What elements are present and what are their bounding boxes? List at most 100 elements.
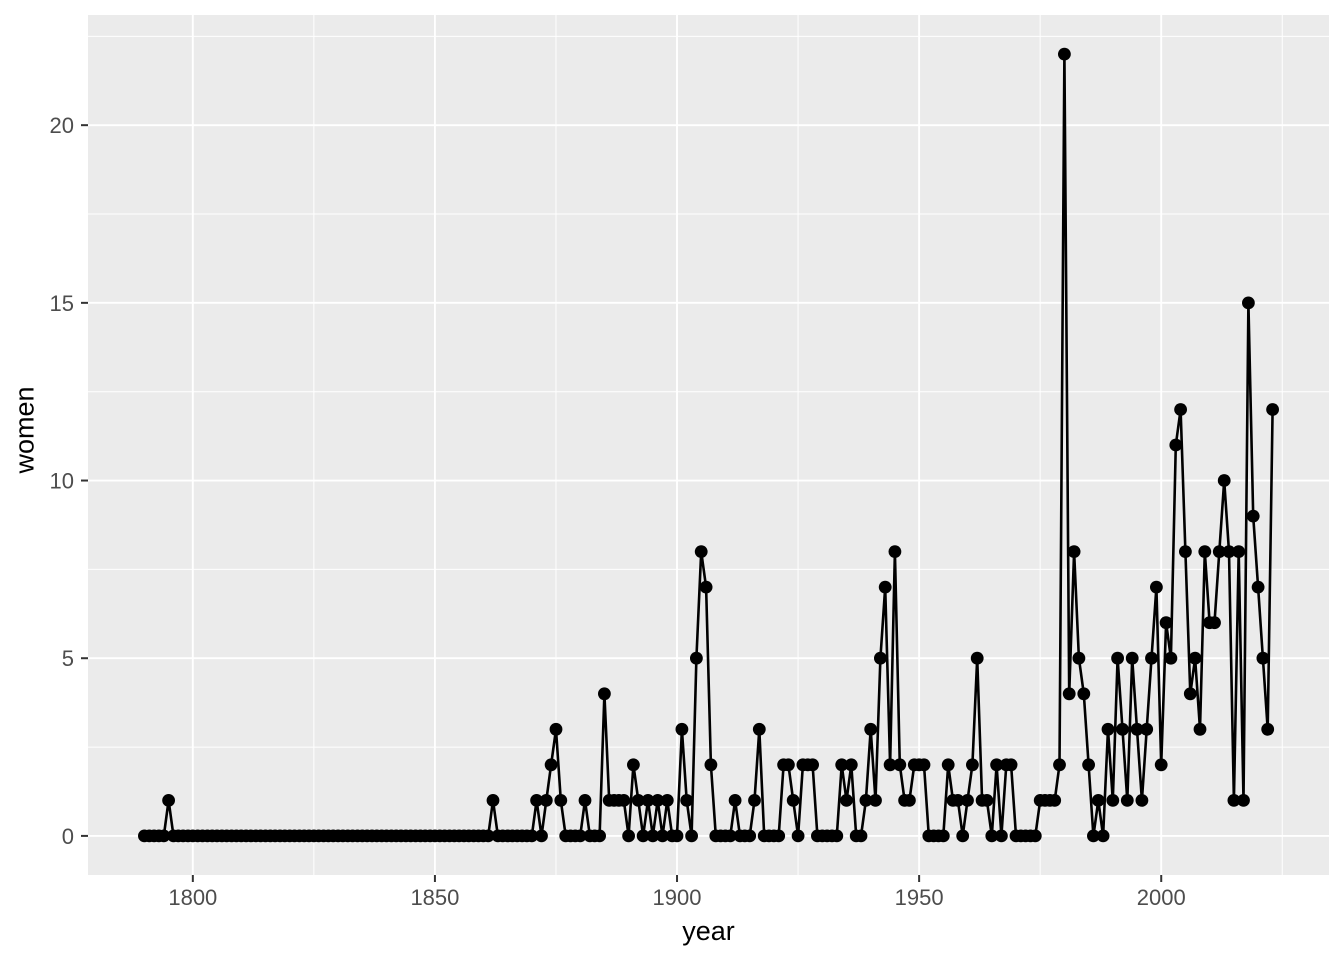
data-point [1183, 687, 1197, 701]
data-point [985, 829, 999, 843]
data-point [539, 794, 553, 807]
data-point [1251, 580, 1265, 594]
minor-gridlines [88, 15, 1329, 875]
data-point [830, 829, 844, 843]
data-point [835, 758, 849, 772]
data-point [622, 829, 635, 843]
data-point [772, 829, 786, 843]
x-tick-labels: 1800 1850 1900 1950 2000 [168, 885, 1185, 910]
data-point [525, 829, 539, 843]
data-point [1237, 794, 1250, 807]
data-point [1164, 651, 1178, 665]
data-point [704, 758, 718, 772]
data-point [980, 794, 994, 807]
data-point [951, 794, 965, 807]
data-point [1242, 296, 1255, 310]
data-point [646, 829, 660, 843]
y-tick-label: 0 [62, 824, 74, 849]
data-point [1028, 829, 1042, 843]
data-point [631, 794, 645, 807]
y-tick-label: 15 [50, 291, 74, 316]
data-point [656, 829, 669, 843]
data-point [728, 794, 742, 807]
data-point [1174, 403, 1187, 416]
data-point [1067, 545, 1081, 558]
data-point [864, 722, 878, 736]
data-point [786, 794, 800, 807]
data-point [699, 580, 713, 594]
data-point [481, 829, 495, 843]
data-point [1150, 580, 1163, 594]
data-point [1232, 545, 1246, 558]
data-point [966, 758, 979, 772]
data-point [893, 758, 907, 772]
data-point [878, 580, 892, 594]
data-point [1120, 794, 1134, 807]
data-point [1106, 794, 1120, 807]
data-point [1096, 829, 1110, 843]
data-point [840, 794, 853, 807]
data-point [1227, 794, 1241, 807]
data-point [1004, 758, 1018, 772]
data-point [636, 829, 650, 843]
data-point [573, 829, 587, 843]
data-point [578, 794, 592, 807]
data-point [883, 758, 897, 772]
data-point [554, 794, 568, 807]
data-point [1062, 687, 1076, 701]
data-point [1053, 758, 1066, 772]
data-point [1091, 794, 1105, 807]
x-tick-label: 2000 [1137, 885, 1186, 910]
data-point [806, 758, 819, 772]
data-point [680, 794, 694, 807]
data-point [888, 545, 902, 558]
data-point [1111, 651, 1124, 665]
data-point [941, 758, 955, 772]
plot-panel [88, 15, 1329, 875]
data-point [995, 829, 1008, 843]
data-point [157, 829, 171, 843]
data-point [1222, 545, 1236, 558]
data-point [874, 651, 887, 665]
data-point [1179, 545, 1192, 558]
data-point [162, 794, 176, 807]
y-tick-label: 10 [50, 469, 74, 494]
data-point [1208, 616, 1221, 630]
data-point [1154, 758, 1168, 772]
data-point [936, 829, 950, 843]
data-points [138, 47, 1279, 843]
data-point [748, 794, 761, 807]
data-point [791, 829, 805, 843]
data-point [1198, 545, 1212, 558]
data-point [1135, 794, 1149, 807]
data-point [1087, 829, 1100, 843]
data-point [486, 794, 500, 807]
data-point [1217, 474, 1231, 487]
x-tick-label: 1800 [168, 885, 217, 910]
data-point [1193, 722, 1207, 736]
data-point [670, 829, 684, 843]
y-tick-label: 20 [50, 113, 74, 138]
data-point [535, 829, 548, 843]
data-point [617, 794, 631, 807]
data-point [1140, 722, 1154, 736]
data-point [1266, 403, 1279, 416]
data-point [1169, 438, 1183, 452]
data-point [1101, 722, 1115, 736]
data-point [627, 758, 640, 772]
data-point [1048, 794, 1062, 807]
data-point [961, 794, 974, 807]
data-point [1082, 758, 1095, 772]
data-point [1188, 651, 1202, 665]
data-point [723, 829, 737, 843]
data-point [549, 722, 563, 736]
data-point [1116, 722, 1129, 736]
x-axis-title: year [682, 916, 735, 946]
data-point [1256, 651, 1270, 665]
x-tick-label: 1850 [410, 885, 459, 910]
data-point [675, 722, 689, 736]
y-tick-label: 5 [62, 646, 74, 671]
data-point [651, 794, 665, 807]
